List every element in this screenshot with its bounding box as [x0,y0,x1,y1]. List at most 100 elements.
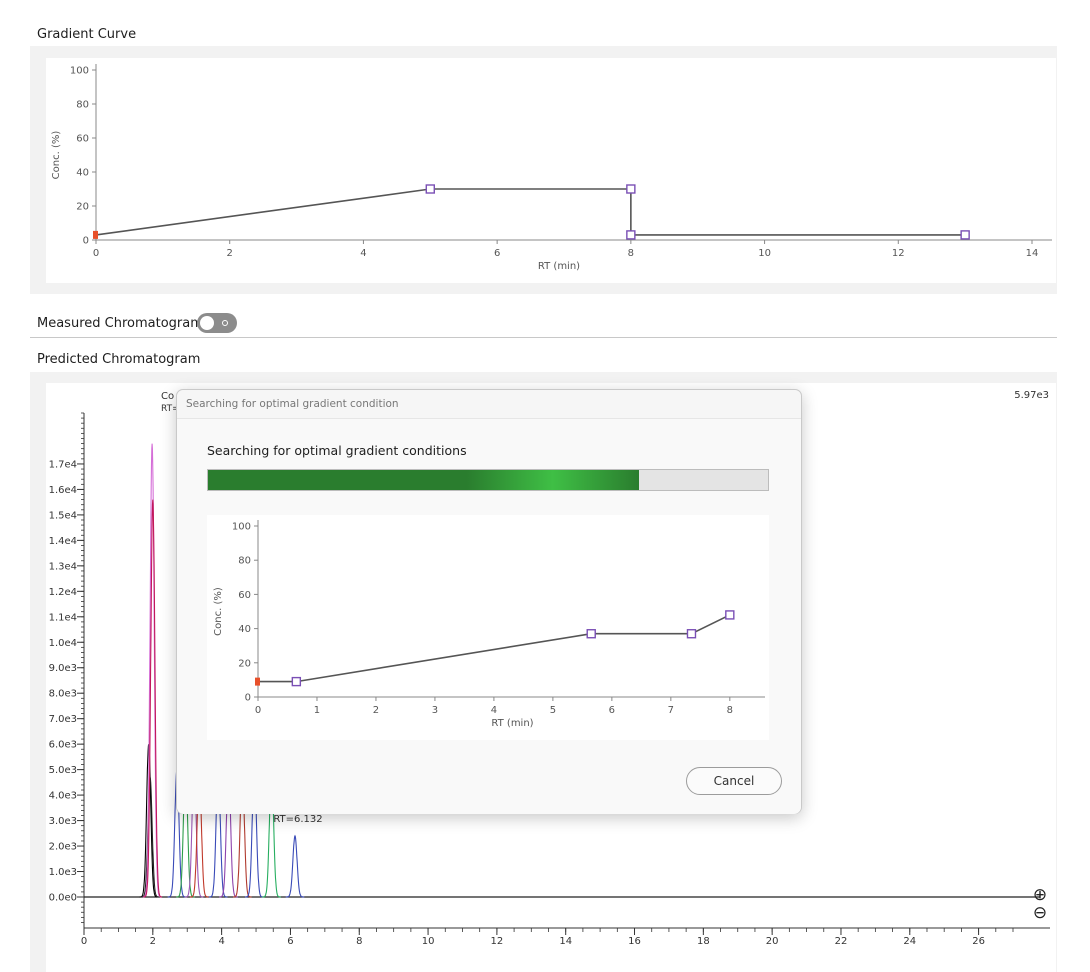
x-tick-label: 14 [1026,248,1039,259]
x-tick-label: 26 [972,936,985,947]
gradient-point-marker [686,629,697,639]
y-tick-label: 1.7e4 [49,459,77,470]
gradient-point-marker [425,184,435,194]
x-tick-label: 7 [668,705,674,716]
chromatogram-peak [285,834,305,898]
measured-chromatogram-toggle[interactable] [197,313,237,333]
search-progress-bar [207,469,769,491]
x-tick-label: 0 [255,705,261,716]
toggle-knob [200,316,214,330]
y-tick-label: 1.0e3 [49,867,77,878]
y-axis-label: Conc. (%) [213,587,224,636]
x-tick-label: 20 [766,936,779,947]
measured-chromatogram-label: Measured Chromatogram [37,316,203,331]
search-progress-dialog: Searching for optimal gradient condition… [176,389,802,814]
dialog-chart-area [207,515,769,740]
peak-annotation-partial: Co [161,391,174,402]
toggle-off-indicator-icon [222,320,228,326]
y-tick-label: 1.0e4 [49,638,77,649]
gradient-curve-plot-area [46,58,1056,283]
max-intensity-label: 5.97e3 [1014,390,1049,401]
y-tick-label: 0 [83,236,89,247]
x-tick-label: 18 [697,936,710,947]
x-tick-label: 5 [550,705,556,716]
gradient-point-marker [725,610,735,620]
zoom-in-icon[interactable]: ⊕ [1033,885,1047,905]
x-tick-label: 22 [835,936,848,947]
y-tick-label: 60 [238,590,251,601]
x-axis-label: RT (min) [491,718,533,729]
y-tick-label: 8.0e3 [49,689,77,700]
gradient-curve-chart: 0 20 40 60 80 100 0 2 4 6 8 10 12 14 RT (min) Conc. (%) [51,64,1052,272]
gradient-point-marker [626,230,636,240]
x-tick-label: 4 [491,705,497,716]
y-tick-label: 1.5e4 [49,510,77,521]
y-tick-label: 3.0e3 [49,816,77,827]
y-tick-label: 4.0e3 [49,791,77,802]
gradient-line [258,614,731,683]
x-tick-label: 2 [150,936,156,947]
y-tick-label: 9.0e3 [49,663,77,674]
x-tick-label: 12 [491,936,504,947]
zoom-out-icon[interactable]: ⊖ [1033,903,1047,923]
gradient-point-marker [291,676,302,687]
progress-bar-fill [208,470,640,490]
x-tick-label: 6 [287,936,293,947]
x-axis-label: RT (min) [538,261,580,272]
y-tick-label: 60 [76,134,89,145]
y-tick-label: 0.0e0 [49,893,77,904]
y-tick-label: 80 [238,556,251,567]
x-tick-label: 0 [81,936,87,947]
y-tick-label: 1.4e4 [49,536,77,547]
x-tick-label: 1 [314,705,320,716]
y-tick-label: 2.0e3 [49,842,77,853]
y-tick-label: 1.3e4 [49,561,77,572]
y-tick-label: 20 [76,202,89,213]
x-tick-label: 3 [432,705,438,716]
x-tick-label: 2 [373,705,379,716]
section-divider [30,337,1057,338]
gradient-start-marker [255,677,260,686]
y-tick-label: 6.0e3 [49,740,77,751]
dialog-gradient-chart: 0 20 40 60 80 100 0 1 2 3 4 5 6 7 8 RT (min) Conc. (%) [213,520,765,729]
x-tick-label: 8 [356,936,362,947]
x-tick-label: 6 [609,705,615,716]
chromatogram-peak [142,443,162,898]
gradient-curve-title: Gradient Curve [37,27,137,42]
y-tick-label: 100 [232,522,251,533]
cancel-button[interactable]: Cancel [686,767,782,795]
x-tick-label: 4 [218,936,224,947]
x-tick-label: 10 [758,248,771,259]
x-tick-label: 8 [727,705,733,716]
dialog-body: Searching for optimal gradient condition… [177,418,801,814]
x-tick-label: 0 [93,248,99,259]
dialog-message: Searching for optimal gradient condition… [207,443,467,458]
x-tick-label: 10 [422,936,435,947]
x-tick-label: 4 [360,248,366,259]
y-axis-label: Conc. (%) [51,131,62,180]
y-tick-label: 1.2e4 [49,587,77,598]
gradient-point-marker [626,184,636,194]
gradient-point-marker [960,230,970,240]
x-tick-label: 12 [892,248,905,259]
y-tick-label: 40 [238,624,251,635]
y-tick-label: 1.1e4 [49,612,77,623]
x-tick-label: 6 [494,248,500,259]
chromatogram-peak [143,499,163,898]
y-tick-label: 1.6e4 [49,485,77,496]
y-tick-label: 100 [70,66,89,77]
y-tick-label: 20 [238,658,251,669]
predicted-chromatogram-title: Predicted Chromatogram [37,352,201,367]
peak-annotation: RT=6.132 [273,814,322,825]
y-tick-label: 40 [76,168,89,179]
y-tick-label: 5.0e3 [49,765,77,776]
y-tick-label: 7.0e3 [49,714,77,725]
peak-annotation-partial: RT= [161,404,180,414]
x-tick-label: 24 [903,936,916,947]
x-tick-label: 8 [628,248,634,259]
y-tick-label: 80 [76,100,89,111]
x-tick-label: 16 [628,936,641,947]
y-tick-label: 0 [245,693,251,704]
gradient-point-marker [586,629,596,639]
